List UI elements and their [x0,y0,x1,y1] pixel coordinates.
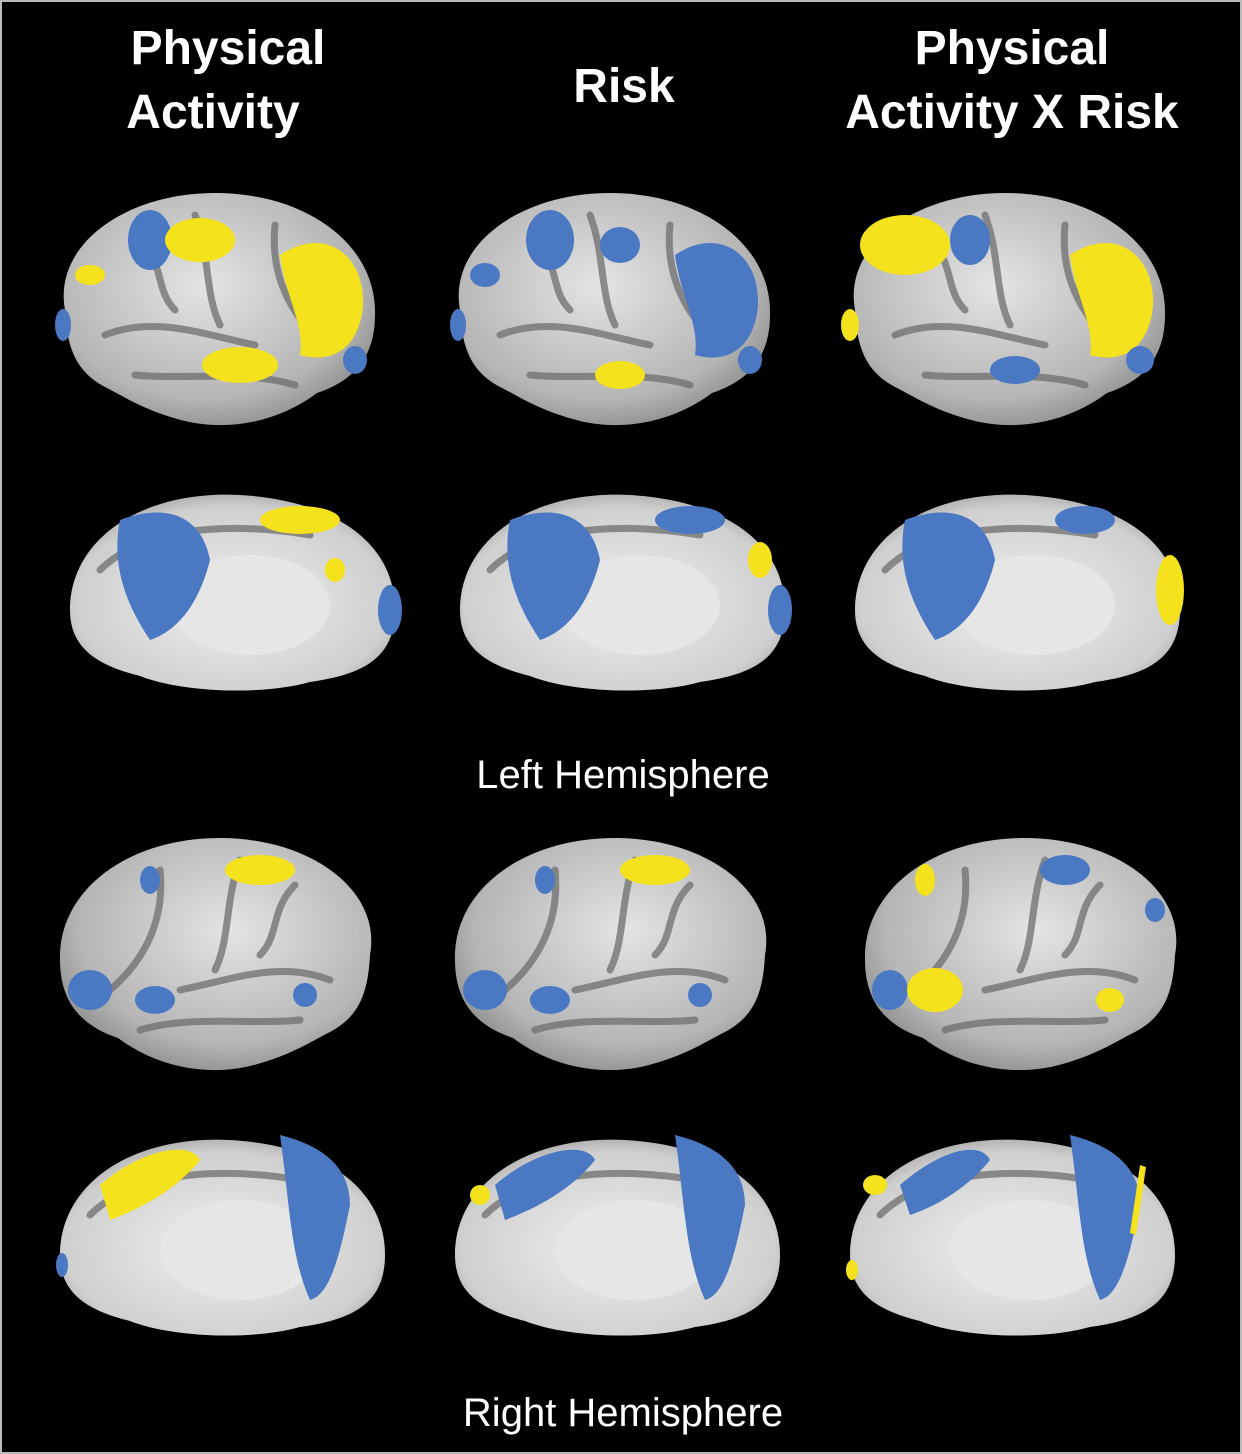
brain-image [450,193,770,425]
brain-image [855,495,1184,691]
column-title: Physical [915,22,1110,75]
brain-image [455,838,766,1070]
column-title: Physical [131,22,326,75]
brain-image [60,838,371,1070]
section-label: Right Hemisphere [463,1391,783,1435]
brain-image [55,193,375,425]
column-title: Activity [126,86,300,139]
brain-image [865,838,1176,1070]
brain-image [846,1135,1175,1336]
brain-image [460,495,792,691]
brain-image [70,495,402,691]
section-label: Left Hemisphere [476,753,769,797]
column-title: Activity X Risk [845,86,1179,139]
brain-image [56,1135,385,1336]
brain-image [455,1135,780,1336]
column-title: Risk [573,60,675,113]
brain-image [841,193,1165,425]
